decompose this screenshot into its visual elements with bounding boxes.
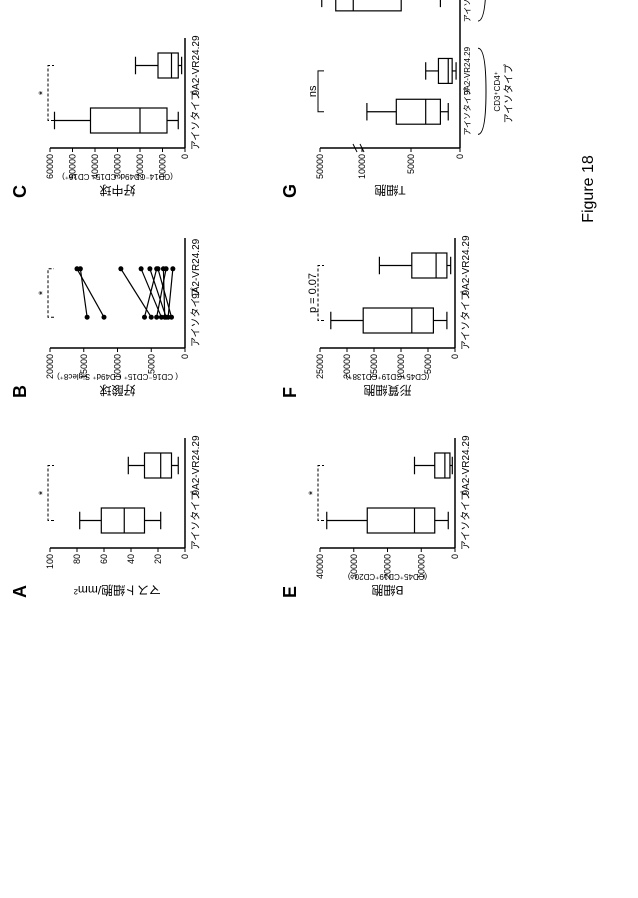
svg-text:10000: 10000 — [416, 554, 426, 579]
svg-text:30000: 30000 — [113, 154, 123, 179]
svg-text:アイソタイプ: アイソタイプ — [460, 291, 472, 351]
svg-text:40000: 40000 — [90, 154, 100, 179]
svg-text:アイソタイプ: アイソタイプ — [460, 491, 472, 551]
svg-text:T細胞: T細胞 — [374, 183, 405, 197]
svg-text:0: 0 — [450, 554, 460, 559]
svg-text:50000: 50000 — [68, 154, 78, 179]
svg-text:0: 0 — [180, 154, 190, 159]
svg-text:*: * — [307, 490, 319, 495]
svg-text:0: 0 — [180, 554, 190, 559]
svg-text:アイソタイプ: アイソタイプ — [463, 88, 472, 136]
svg-text:9A2-VR24.29: 9A2-VR24.29 — [191, 435, 202, 495]
svg-text:10000: 10000 — [113, 354, 123, 379]
svg-text:*: * — [37, 290, 49, 295]
svg-text:5000: 5000 — [146, 354, 156, 374]
svg-text:B細胞: B細胞 — [371, 583, 403, 597]
panel-letter-b: B — [10, 385, 31, 398]
svg-text:9A2-VR24.29: 9A2-VR24.29 — [461, 235, 472, 295]
svg-text:20000: 20000 — [45, 354, 55, 379]
svg-text:形質細胞: 形質細胞 — [363, 383, 411, 398]
panel-letter-g: G — [280, 184, 301, 198]
svg-text:10000: 10000 — [357, 154, 367, 179]
panel-letter-a: A — [10, 585, 31, 598]
svg-text:20000: 20000 — [383, 554, 393, 579]
svg-text:80: 80 — [72, 554, 82, 564]
svg-text:9A2-VR24.29: 9A2-VR24.29 — [463, 46, 472, 95]
svg-text:40000: 40000 — [315, 554, 325, 579]
figure-content: A B C D E F G マスト細胞/mm²020406080100アイソタイ… — [0, 0, 638, 638]
svg-text:9A2-VR24.29: 9A2-VR24.29 — [461, 435, 472, 495]
svg-text:0: 0 — [180, 354, 190, 359]
svg-text:アイソタイプ: アイソタイプ — [190, 91, 202, 151]
svg-text:p = 0.07: p = 0.07 — [307, 273, 319, 313]
svg-text:9A2-VR24.29: 9A2-VR24.29 — [191, 238, 202, 298]
panel-b: 好酸球( CD16⁻CD15⁺ CD49d⁺ Siglec8⁺)05000100… — [30, 228, 260, 398]
svg-text:マスト細胞/mm²: マスト細胞/mm² — [74, 583, 161, 597]
svg-text:10000: 10000 — [158, 154, 168, 179]
svg-text:*: * — [37, 490, 49, 495]
svg-text:ns: ns — [307, 85, 319, 97]
panel-a: マスト細胞/mm² 0 20 40 60 80 100 アイソタイプ9A2-VR24.29 * — [30, 428, 260, 598]
svg-text:10000: 10000 — [396, 354, 406, 379]
figure-caption: Figure 18 — [580, 0, 598, 638]
svg-text:アイソタイプ: アイソタイプ — [463, 0, 472, 22]
panel-g: T細胞050001000050000nsアイソタイプ9A2-VR24.29CD3… — [300, 0, 550, 198]
svg-text:0: 0 — [450, 354, 460, 359]
svg-text:20000: 20000 — [342, 354, 352, 379]
svg-text:アイソタイプ: アイソタイプ — [503, 64, 515, 124]
svg-text:CD3⁺CD4⁺: CD3⁺CD4⁺ — [493, 71, 502, 111]
svg-text:(CD45⁺CD19⁺CD138⁺): (CD45⁺CD19⁺CD138⁺) — [345, 372, 429, 381]
svg-text:好酸球: 好酸球 — [99, 383, 135, 398]
panel-c: 好中球(CD14⁻CD49d⁻CD15⁺ CD16⁺)0100002000030… — [30, 28, 260, 198]
svg-text:好中球: 好中球 — [99, 183, 135, 198]
svg-text:15000: 15000 — [369, 354, 379, 379]
svg-text:20000: 20000 — [135, 154, 145, 179]
svg-text:30000: 30000 — [349, 554, 359, 579]
svg-text:0: 0 — [455, 154, 465, 159]
svg-text:9A2-VR24.29: 9A2-VR24.29 — [191, 35, 202, 95]
panel-e: B細胞(CD45⁺CD19⁺CD20⁺)01000020000300004000… — [300, 428, 530, 598]
svg-text:60: 60 — [99, 554, 109, 564]
panel-letter-f: F — [280, 387, 301, 398]
panel-letter-e: E — [280, 586, 301, 598]
svg-text:60000: 60000 — [45, 154, 55, 179]
svg-text:15000: 15000 — [79, 354, 89, 379]
svg-text:*: * — [37, 90, 49, 95]
svg-text:25000: 25000 — [315, 354, 325, 379]
svg-text:100: 100 — [45, 554, 55, 569]
svg-text:40: 40 — [126, 554, 136, 564]
svg-text:5000: 5000 — [406, 154, 416, 174]
svg-text:5000: 5000 — [423, 354, 433, 374]
panel-letter-c: C — [10, 185, 31, 198]
page: A B C D E F G マスト細胞/mm²020406080100アイソタイ… — [0, 0, 638, 638]
svg-text:20: 20 — [153, 554, 163, 564]
panel-f: 形質細胞 (CD45⁺CD19⁺CD138⁺) 0 5000 10000 15000 200… — [300, 228, 530, 398]
svg-text:アイソタイプ: アイソタイプ — [190, 491, 202, 551]
svg-text:50000: 50000 — [315, 154, 325, 179]
